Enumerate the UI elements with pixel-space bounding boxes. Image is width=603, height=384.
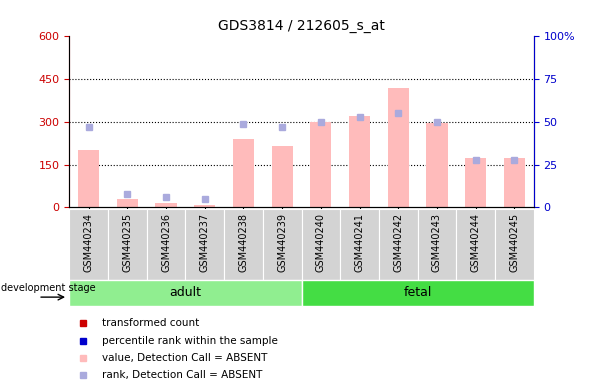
Bar: [69, 209, 108, 280]
Text: development stage: development stage: [1, 283, 96, 293]
Bar: [426, 123, 447, 207]
Text: GSM440234: GSM440234: [84, 213, 93, 272]
Text: GSM440241: GSM440241: [355, 213, 365, 272]
Text: value, Detection Call = ABSENT: value, Detection Call = ABSENT: [102, 353, 267, 363]
Text: GSM440236: GSM440236: [161, 213, 171, 272]
Text: GSM440245: GSM440245: [510, 213, 519, 272]
Bar: [233, 139, 254, 207]
Text: rank, Detection Call = ABSENT: rank, Detection Call = ABSENT: [102, 370, 262, 380]
Bar: [456, 209, 495, 280]
Bar: [117, 199, 138, 207]
Bar: [504, 157, 525, 207]
Bar: [340, 209, 379, 280]
Text: GSM440240: GSM440240: [316, 213, 326, 272]
Bar: [379, 209, 417, 280]
Text: GSM440243: GSM440243: [432, 213, 442, 272]
Text: fetal: fetal: [403, 286, 432, 299]
Bar: [78, 151, 99, 207]
Text: GSM440239: GSM440239: [277, 213, 287, 272]
Bar: [302, 280, 534, 306]
Bar: [465, 157, 486, 207]
Bar: [271, 146, 293, 207]
Bar: [147, 209, 186, 280]
Bar: [186, 209, 224, 280]
Text: transformed count: transformed count: [102, 318, 199, 328]
Bar: [388, 88, 409, 207]
Text: adult: adult: [169, 286, 201, 299]
Text: GSM440237: GSM440237: [200, 213, 210, 272]
Bar: [263, 209, 302, 280]
Bar: [156, 203, 177, 207]
Bar: [224, 209, 263, 280]
Bar: [495, 209, 534, 280]
Bar: [194, 205, 215, 207]
Text: percentile rank within the sample: percentile rank within the sample: [102, 336, 278, 346]
Bar: [417, 209, 456, 280]
Bar: [108, 209, 147, 280]
Text: GSM440235: GSM440235: [122, 213, 133, 272]
Bar: [310, 122, 332, 207]
Text: GSM440238: GSM440238: [238, 213, 248, 272]
Title: GDS3814 / 212605_s_at: GDS3814 / 212605_s_at: [218, 19, 385, 33]
Bar: [349, 116, 370, 207]
Text: GSM440244: GSM440244: [470, 213, 481, 272]
Bar: [302, 209, 340, 280]
Bar: [69, 280, 302, 306]
Text: GSM440242: GSM440242: [393, 213, 403, 272]
